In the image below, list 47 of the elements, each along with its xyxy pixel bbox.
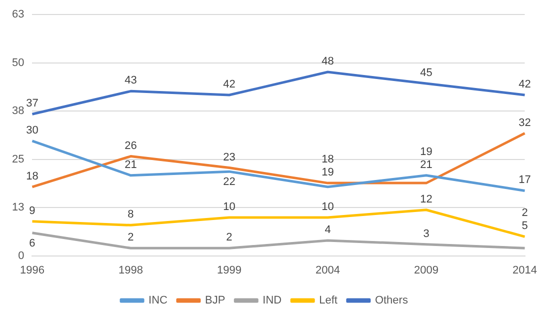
legend-label: Left: [319, 294, 338, 307]
data-label: 23: [223, 151, 236, 164]
x-tick-label: 1998: [118, 264, 143, 276]
data-label: 4: [324, 224, 331, 236]
data-label: 10: [223, 201, 236, 214]
y-tick-label: 13: [12, 202, 24, 214]
data-label: 22: [223, 176, 236, 188]
data-label: 2: [226, 232, 232, 244]
data-label: 5: [522, 220, 528, 232]
x-tick-label: 1999: [217, 264, 242, 276]
data-label: 32: [518, 116, 531, 129]
data-label: 42: [518, 78, 531, 91]
data-label: 17: [518, 174, 531, 186]
data-label: 21: [124, 158, 137, 171]
y-tick-label: 0: [18, 250, 24, 262]
data-label: 2: [128, 232, 134, 244]
data-label: 2: [522, 207, 528, 220]
x-tick-label: 2004: [316, 264, 340, 276]
data-label: 42: [223, 78, 236, 91]
data-label: 9: [29, 204, 36, 217]
data-label: 6: [29, 237, 36, 250]
x-tick-label: 2009: [414, 264, 438, 276]
y-tick-label: 50: [12, 56, 24, 69]
data-label: 19: [420, 146, 432, 158]
legend-label: IND: [262, 294, 282, 307]
data-label: 21: [420, 158, 432, 171]
data-label: 19: [322, 166, 334, 179]
y-tick-label: 38: [12, 105, 24, 118]
data-label: 12: [420, 193, 432, 206]
x-tick-label: 1996: [20, 264, 44, 276]
data-label: 48: [322, 56, 334, 68]
y-tick-label: 25: [12, 153, 24, 166]
data-label: 18: [26, 170, 38, 182]
data-label: 18: [322, 154, 334, 166]
legend-label: Others: [374, 294, 408, 307]
data-label: 3: [423, 228, 430, 240]
data-label: 30: [26, 124, 38, 136]
data-label: 26: [124, 140, 137, 152]
data-label: 37: [26, 98, 38, 110]
data-label: 45: [420, 67, 432, 80]
legend-label: BJP: [204, 294, 226, 307]
x-tick-label: 2014: [512, 264, 538, 276]
y-tick-label: 63: [12, 8, 24, 21]
data-label: 8: [128, 208, 134, 221]
legend-label: INC: [148, 294, 168, 307]
data-label: 10: [322, 201, 334, 214]
data-label: 43: [124, 74, 137, 87]
